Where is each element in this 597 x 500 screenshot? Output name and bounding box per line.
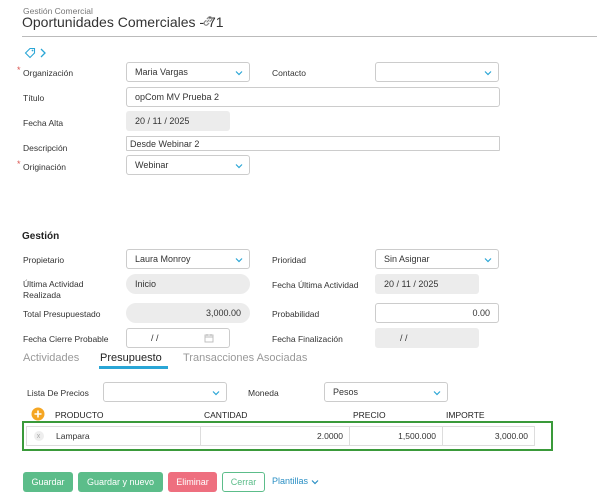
column-header-precio: PRECIO (353, 410, 386, 420)
originacion-select[interactable]: Webinar (126, 155, 250, 175)
probabilidad-input[interactable]: 0.00 (375, 303, 499, 323)
table-row-highlight (22, 421, 553, 451)
lista-precios-select[interactable] (103, 382, 227, 402)
chevron-down-icon (311, 479, 318, 484)
fecha-finalizacion-field: / / (375, 328, 479, 348)
chevron-down-icon (484, 71, 492, 76)
moneda-label: Moneda (248, 388, 279, 398)
chevron-down-icon (235, 258, 243, 263)
chevron-right-icon[interactable] (38, 47, 48, 59)
column-header-producto: PRODUCTO (55, 410, 104, 420)
propietario-label: Propietario (23, 255, 65, 265)
ultima-actividad-label: Última Actividad Realizada (23, 279, 84, 300)
guardar-y-nuevo-button[interactable]: Guardar y nuevo (78, 472, 163, 492)
fecha-cierre-input[interactable]: / / (126, 328, 230, 348)
close-icon: x (33, 431, 44, 441)
moneda-select[interactable]: Pesos (324, 382, 448, 402)
propietario-select[interactable]: Laura Monroy (126, 249, 250, 269)
chevron-down-icon (235, 164, 243, 169)
section-title-gestion: Gestión (22, 231, 60, 242)
breadcrumb: Gestión Comercial (23, 6, 93, 16)
remove-row-button[interactable]: x (26, 426, 50, 446)
probabilidad-label: Probabilidad (272, 309, 320, 319)
link-icon[interactable] (201, 14, 215, 28)
chevron-down-icon (433, 391, 441, 396)
contacto-label: Contacto (272, 68, 307, 78)
page-title: Oportunidades Comerciales - 71 (22, 14, 224, 30)
cerrar-button[interactable]: Cerrar (222, 472, 265, 492)
required-marker: * (17, 159, 21, 169)
fecha-alta-field: 20 / 11 / 2025 (126, 111, 230, 131)
cell-cantidad[interactable]: 2.0000 (200, 426, 349, 446)
titulo-input[interactable]: opCom MV Prueba 2 (126, 87, 500, 107)
fecha-ultima-actividad-label: Fecha Última Actividad (272, 280, 359, 290)
titulo-label: Título (23, 93, 45, 103)
active-tab-indicator (99, 366, 168, 369)
contacto-select[interactable] (375, 62, 499, 82)
tab-presupuesto[interactable]: Presupuesto (100, 352, 162, 364)
required-marker: * (17, 65, 21, 75)
fecha-ultima-actividad-field: 20 / 11 / 2025 (375, 274, 479, 294)
column-header-importe: IMPORTE (446, 410, 485, 420)
tag-icon[interactable] (24, 47, 36, 59)
guardar-button[interactable]: Guardar (23, 472, 73, 492)
prioridad-label: Prioridad (272, 255, 307, 265)
plantillas-dropdown[interactable]: Plantillas (272, 476, 319, 486)
total-presupuestado-field: 3,000.00 (126, 303, 250, 323)
descripcion-label: Descripción (23, 143, 68, 153)
chevron-down-icon (235, 71, 243, 76)
total-presupuestado-label: Total Presupuestado (23, 309, 101, 319)
prioridad-select[interactable]: Sin Asignar (375, 249, 499, 269)
lista-precios-label: Lista De Precios (27, 388, 89, 398)
fecha-finalizacion-label: Fecha Finalización (272, 334, 343, 344)
calendar-icon[interactable] (204, 333, 214, 343)
originacion-label: * Originación (17, 159, 66, 172)
fecha-cierre-label: Fecha Cierre Probable (23, 334, 109, 344)
cell-producto[interactable]: Lampara (50, 426, 200, 446)
eliminar-button[interactable]: Eliminar (168, 472, 217, 492)
title-divider (22, 36, 597, 37)
tab-actividades[interactable]: Actividades (23, 352, 80, 364)
tab-transacciones-asociadas[interactable]: Transacciones Asociadas (183, 352, 308, 364)
cell-precio[interactable]: 1,500.000 (349, 426, 442, 446)
fecha-alta-label: Fecha Alta (23, 118, 64, 128)
column-header-cantidad: CANTIDAD (204, 410, 248, 420)
ultima-actividad-field: Inicio (126, 274, 250, 294)
descripcion-textarea[interactable]: Desde Webinar 2 (126, 136, 500, 151)
chevron-down-icon (212, 391, 220, 396)
cell-importe: 3,000.00 (442, 426, 535, 446)
plus-circle-icon[interactable] (31, 407, 45, 421)
organizacion-select[interactable]: Maria Vargas (126, 62, 250, 82)
chevron-down-icon (484, 258, 492, 263)
organizacion-label: * Organización (17, 65, 74, 78)
